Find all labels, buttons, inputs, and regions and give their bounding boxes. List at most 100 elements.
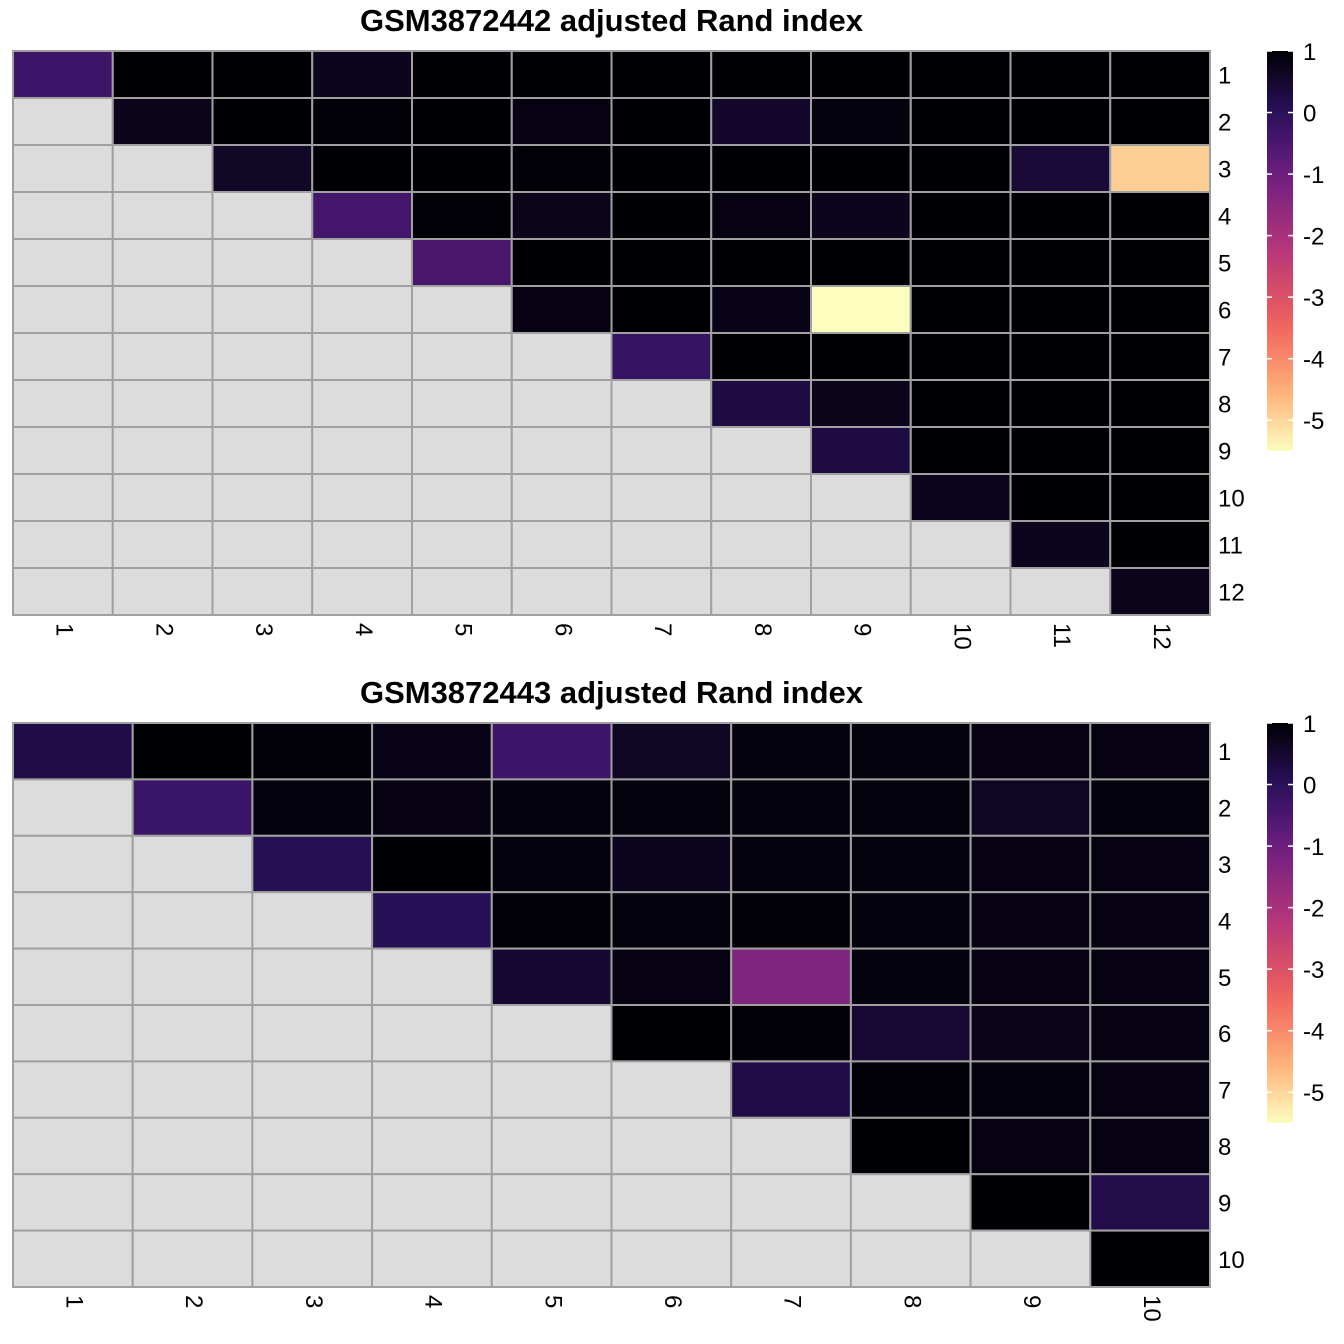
heatmap-cell [411, 332, 513, 381]
row-label: 6 [1218, 298, 1231, 325]
heatmap-cell [411, 144, 513, 193]
heatmap-cell [211, 426, 314, 475]
heatmap-cell [969, 722, 1092, 781]
colorbar-tick-label: -5 [1303, 1080, 1324, 1107]
heatmap-cell [131, 947, 254, 1006]
heatmap-cell [1089, 1116, 1212, 1176]
heatmap-cell [111, 50, 214, 99]
heatmap-cell [490, 947, 613, 1006]
heatmap-cell [810, 332, 912, 381]
heatmap-cell [610, 520, 713, 569]
heatmap-panel-2: GSM3872443 adjusted Rand index 1 2 3 4 5 6 7 8 9 1… [12, 675, 1324, 1322]
heatmap-cell [909, 379, 1012, 428]
heatmap-cell [969, 834, 1092, 894]
heatmap-cell [251, 891, 374, 950]
column-label: 5 [539, 1295, 566, 1308]
heatmap-cell [251, 1116, 374, 1176]
heatmap-cell [111, 238, 214, 287]
row-label: 7 [1218, 345, 1231, 372]
heatmap-cell [1009, 285, 1112, 334]
heatmap-cell [510, 285, 613, 334]
row-label: 3 [1218, 852, 1231, 879]
heatmap-cell [131, 1116, 254, 1176]
heatmap-cell [490, 834, 613, 894]
heatmap-cell [131, 1173, 254, 1232]
heatmap-cell [311, 50, 413, 99]
heatmap-cell [111, 332, 214, 381]
heatmap-cell [909, 144, 1012, 193]
heatmap-cell [490, 891, 613, 950]
heatmap-cell [510, 144, 613, 193]
heatmap-cell [1009, 97, 1112, 146]
heatmap-cell [969, 1004, 1092, 1063]
heatmap-cell [849, 1060, 972, 1119]
heatmap-cell [1009, 332, 1112, 381]
heatmap-cell [251, 722, 374, 781]
heatmap-cell [211, 144, 314, 193]
heatmap-cell [211, 520, 314, 569]
heatmap-cell [969, 1060, 1092, 1119]
column-label: 10 [1138, 1295, 1165, 1322]
heatmap-cell [610, 285, 713, 334]
heatmap-cell [810, 567, 912, 616]
heatmap-cell [510, 379, 613, 428]
heatmap-cell [311, 520, 413, 569]
heatmap-cell [371, 834, 493, 894]
heatmap-cell [311, 567, 413, 616]
heatmap-cell [12, 520, 114, 569]
heatmap-cell [849, 834, 972, 894]
heatmap-cell [12, 891, 134, 950]
heatmap-cell [12, 238, 114, 287]
heatmap-cell [411, 520, 513, 569]
heatmap-cell [411, 97, 513, 146]
row-label: 6 [1218, 1021, 1231, 1048]
heatmap-cell [111, 285, 214, 334]
row-label: 5 [1218, 251, 1231, 278]
heatmap-cell [1009, 50, 1112, 99]
heatmap-cell [12, 1173, 134, 1232]
colorbar-tick-label: -5 [1303, 408, 1324, 435]
heatmap-cell [12, 144, 114, 193]
heatmap-cell [969, 1229, 1092, 1288]
heatmap-cell [1009, 238, 1112, 287]
row-label: 1 [1218, 63, 1231, 90]
heatmap-cell [251, 834, 374, 894]
heatmap-cell [1089, 1173, 1212, 1232]
heatmap-cell [490, 1004, 613, 1063]
row-label: 9 [1218, 439, 1231, 466]
heatmap-cell [510, 332, 613, 381]
colorbar [1267, 51, 1293, 451]
heatmap-cell [710, 426, 812, 475]
heatmap-cell [111, 191, 214, 240]
heatmap-cell [1089, 891, 1212, 950]
heatmap-cell [131, 1004, 254, 1063]
heatmap-cell [1009, 567, 1112, 616]
heatmap-cell [909, 97, 1012, 146]
heatmap-cell [371, 778, 493, 837]
heatmap-cell [849, 722, 972, 781]
heatmap-cell [730, 1004, 852, 1063]
heatmap-cell [610, 191, 713, 240]
heatmap-cell [610, 834, 733, 894]
heatmap-cell [1109, 426, 1211, 475]
heatmap-cell [12, 1116, 134, 1176]
heatmap-cell [1109, 144, 1211, 193]
column-label: 3 [300, 1295, 327, 1308]
heatmap-cell [849, 778, 972, 837]
row-label: 11 [1218, 533, 1243, 560]
heatmap-cell [610, 144, 713, 193]
heatmap-cell [12, 97, 114, 146]
column-label: 10 [948, 623, 975, 650]
heatmap-cell [1109, 379, 1211, 428]
heatmap-cell [849, 891, 972, 950]
heatmap-cell [411, 285, 513, 334]
heatmap-cell [211, 50, 314, 99]
column-label: 6 [549, 623, 576, 636]
column-label: 1 [61, 1295, 88, 1308]
column-label: 7 [649, 623, 676, 636]
heatmap-cell [730, 891, 852, 950]
heatmap-cell [909, 567, 1012, 616]
column-label: 4 [420, 1295, 447, 1308]
heatmap-cell [610, 1229, 733, 1288]
heatmap-cell [490, 1116, 613, 1176]
